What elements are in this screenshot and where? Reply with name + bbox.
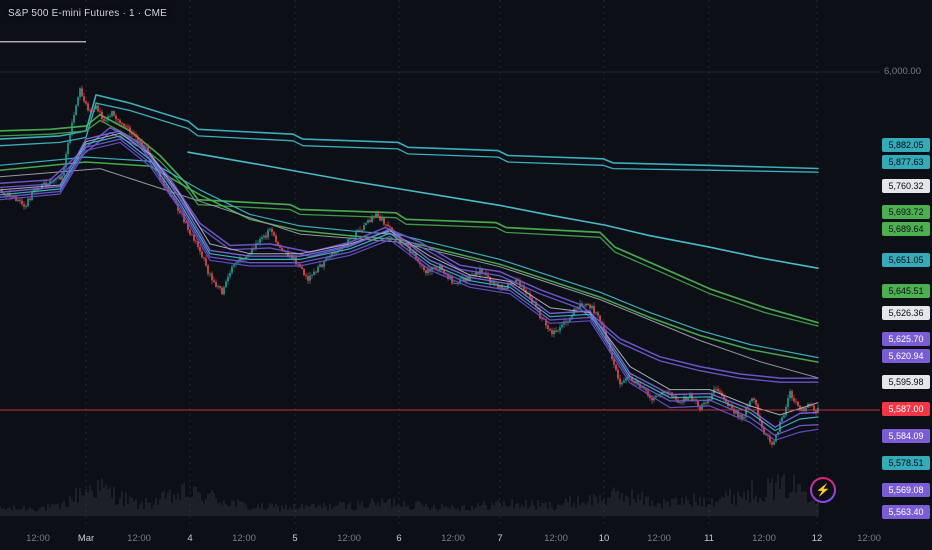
ma-lines-back — [0, 94, 819, 379]
price-badge-purple: 5,569.08 — [882, 483, 930, 497]
ma-line-gray-mid — [0, 168, 819, 379]
ma-line-green-slow-2 — [0, 119, 819, 327]
price-badge-green: 5,693.72 — [882, 205, 930, 219]
time-axis-label-hour: 12:00 — [857, 533, 881, 544]
time-axis-label-day: 11 — [704, 533, 714, 544]
ma-line-teal-fast — [0, 135, 819, 432]
price-badge-green: 5,689.64 — [882, 222, 930, 236]
time-axis-label-day: Mar — [77, 533, 95, 544]
ma-line-purple-fast-1 — [0, 130, 819, 428]
ma-line-purple-fast-3 — [0, 141, 819, 441]
price-axis[interactable]: 6,000.00 5,882.05 5,877.63 5,760.32 5,693.72… — [880, 0, 932, 526]
time-axis-label-hour: 12:00 — [26, 533, 50, 544]
time-axis-label-day: 6 — [396, 533, 402, 544]
price-badge-purple: 5,563.40 — [882, 505, 930, 519]
ma-line-teal-upper-1 — [0, 94, 819, 170]
ma-line-purple-fast-2 — [0, 138, 819, 437]
ma-line-purple-band-1 — [0, 126, 819, 380]
time-axis-label-day: 5 — [292, 533, 298, 544]
time-axis-label-hour: 12:00 — [544, 533, 568, 544]
time-axis-label-hour: 12:00 — [752, 533, 776, 544]
price-badge-teal: 5,877.63 — [882, 155, 930, 169]
symbol-title[interactable]: S&P 500 E-mini Futures · 1 · CME — [8, 8, 168, 19]
price-badge-teal: 5,651.05 — [882, 253, 930, 267]
price-badge-white: 5,595.98 — [882, 375, 930, 389]
price-badge-teal: 5,882.05 — [882, 138, 930, 152]
ma-line-green-mid — [0, 161, 819, 363]
volume-bars — [0, 474, 819, 516]
price-badge-white: 5,626.36 — [882, 306, 930, 320]
price-badge-white: 5,760.32 — [882, 179, 930, 193]
price-badge-green: 5,645.51 — [882, 284, 930, 298]
time-axis-label-hour: 12:00 — [441, 533, 465, 544]
time-axis-label-day: 4 — [187, 533, 193, 544]
time-axis[interactable]: 12:00 Mar 12:00 4 12:00 5 12:00 6 12:00 7 12:00 10 1… — [0, 526, 932, 550]
ma-lines-front — [0, 126, 819, 441]
time-axis-label-hour: 12:00 — [127, 533, 151, 544]
ma-line-teal-upper-2 — [0, 102, 819, 173]
price-badge-purple: 5,625.70 — [882, 332, 930, 346]
price-badge-teal: 5,578.51 — [882, 456, 930, 470]
price-axis-gridline-label: 6,000.00 — [884, 66, 921, 78]
time-axis-label-day: 7 — [497, 533, 503, 544]
price-badge-purple: 5,584.09 — [882, 429, 930, 443]
time-axis-label-day: 12 — [811, 533, 823, 544]
ma-line-teal-mid — [0, 156, 819, 359]
time-axis-label-day: 10 — [598, 533, 610, 544]
time-axis-label-hour: 12:00 — [647, 533, 671, 544]
grid-lines — [0, 0, 880, 526]
time-axis-label-hour: 12:00 — [232, 533, 256, 544]
ma-line-green-slow-1 — [0, 113, 819, 324]
time-axis-label-hour: 12:00 — [337, 533, 361, 544]
price-badge-red: 5,587.00 — [882, 402, 930, 416]
quick-action-bolt-button[interactable]: ⚡ — [810, 477, 836, 503]
lightning-bolt-icon: ⚡ — [812, 479, 834, 501]
price-badge-purple: 5,620.94 — [882, 349, 930, 363]
ma-line-cyan-trend — [187, 151, 819, 270]
